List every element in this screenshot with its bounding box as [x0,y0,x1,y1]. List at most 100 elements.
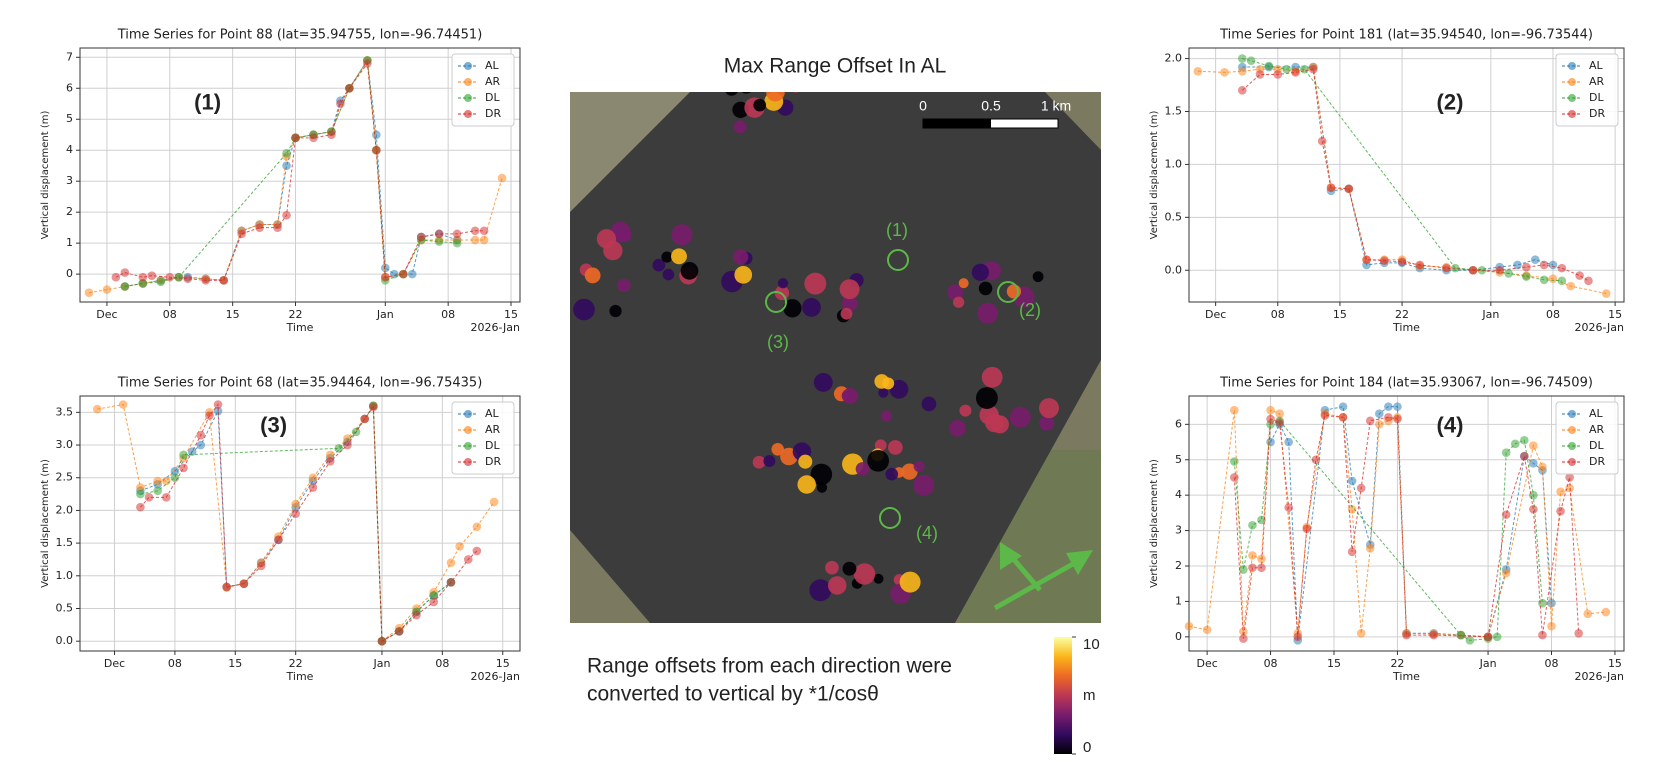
series-line [1241,68,1589,282]
data-point [407,269,417,279]
x-tick-label: 15 [496,657,510,670]
series-line [1233,414,1580,639]
data-point [1548,274,1558,284]
legend-marker [1568,78,1576,86]
scale-label: 0.5 [981,98,1001,114]
tank-marker [841,295,858,312]
data-point [343,440,352,450]
point-label: (1) [886,220,908,240]
legend-box [1555,401,1619,475]
tank-marker [842,561,857,576]
data-point [291,499,300,509]
data-point [161,476,171,486]
x-tick-label: 08 [163,308,177,321]
data-point [196,440,206,450]
tank-marker [971,263,990,281]
data-point [416,232,426,242]
data-point [1202,625,1212,635]
data-point [412,610,421,620]
data-point [360,414,370,424]
tank-marker [661,251,673,263]
line-chart: Time Series for Point 88 (lat=35.94755, … [40,28,521,334]
line-chart: Time Series for Point 184 (lat=35.93067,… [1149,376,1625,683]
data-point [1456,630,1466,640]
tank-marker [797,475,816,494]
legend-marker [464,442,472,450]
x-tick-label: 15 [1327,657,1341,670]
data-point [394,627,404,636]
tank-marker [978,281,993,296]
line-chart: Time Series for Point 68 (lat=35.94464, … [40,376,521,683]
x-tick-label: 22 [1390,657,1404,670]
x-tick-label: 15 [1333,308,1347,321]
data-point [1601,289,1611,298]
data-point [170,473,180,483]
y-tick-label: 0 [66,267,73,280]
data-point [1529,505,1538,514]
y-tick-label: 3.0 [56,438,74,451]
data-point [1584,276,1593,286]
data-point [455,542,464,551]
map-title: Max Range Offset In AL [724,55,947,78]
legend-marker [464,458,472,466]
tank-marker [840,307,853,320]
y-tick-label: 6 [66,81,73,94]
x-axis-label: Time [1392,670,1420,683]
legend-label: DR [485,455,501,468]
x-tick-label: 22 [1395,308,1409,321]
axes-frame [79,47,521,303]
data-point [1284,437,1293,447]
data-point [111,272,121,282]
y-tick-label: 7 [66,50,73,63]
data-point [1384,412,1393,422]
tank-marker [977,302,999,324]
x-tick-label: 08 [1545,657,1559,670]
data-point [84,288,94,298]
data-point [1248,520,1257,530]
x-tick-label: 15 [504,308,518,321]
tank-marker [949,420,966,437]
data-point [497,173,507,183]
tank-marker [662,268,675,281]
data-point [291,509,300,518]
data-point [1504,269,1513,278]
data-point [1282,64,1291,74]
point-label: (4) [916,523,938,543]
tank-marker [947,284,964,301]
legend-label: AL [485,407,500,420]
data-point [377,636,387,646]
tank-marker [885,467,899,481]
y-tick-label: 0.0 [1165,263,1183,276]
y-tick-label: 1 [66,236,73,249]
offset-raster [570,92,1101,623]
data-point [434,229,444,239]
data-point [1384,402,1393,411]
data-point [1266,405,1275,415]
tank-marker [763,455,776,468]
point-label: (2) [1019,300,1041,320]
x-axis-label: Time [1392,321,1420,334]
tank-marker [609,304,622,318]
x-tick-label: 08 [168,657,182,670]
legend-label: DL [485,91,500,104]
y-tick-label: 0.5 [1165,210,1183,223]
y-tick-label: 2 [1175,559,1182,572]
data-point [325,450,335,460]
legend-marker [464,78,472,86]
data-point [1393,402,1402,411]
tank-marker [882,377,895,390]
data-point [1230,473,1239,482]
colorbar-tick-label: 10 [1083,636,1100,653]
tank-marker [889,379,909,399]
data-point [1266,414,1275,424]
data-point [256,561,266,571]
data-point [363,59,372,68]
y-tick-label: 2.5 [56,471,74,484]
y-tick-label: 0 [1175,630,1182,643]
y-axis-label: Vertical displacement (m) [40,111,51,240]
data-point [1255,70,1265,79]
arrowhead [1000,542,1022,570]
legend-marker [1568,110,1576,118]
tank-marker [617,278,631,293]
data-point [1356,628,1366,638]
